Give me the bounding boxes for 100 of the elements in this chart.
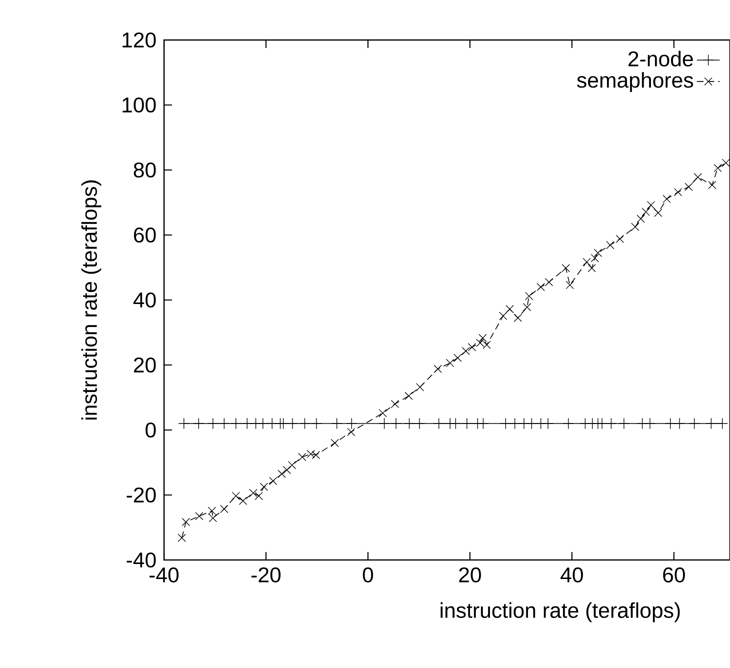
y-tick-label: -40 bbox=[126, 552, 156, 568]
point bbox=[220, 504, 228, 514]
point bbox=[254, 492, 263, 500]
point bbox=[390, 418, 402, 430]
point bbox=[278, 470, 286, 478]
point bbox=[514, 314, 522, 322]
point bbox=[722, 158, 730, 167]
point bbox=[208, 506, 216, 516]
point bbox=[536, 282, 545, 292]
point bbox=[509, 418, 520, 430]
point bbox=[378, 408, 387, 418]
point bbox=[182, 518, 190, 526]
point bbox=[434, 364, 442, 373]
point bbox=[278, 418, 289, 430]
point bbox=[618, 418, 630, 430]
point bbox=[260, 482, 268, 491]
x-tick-label: 0 bbox=[362, 567, 374, 582]
y-tick-label: 100 bbox=[122, 97, 156, 113]
point bbox=[594, 248, 602, 257]
point bbox=[646, 200, 656, 210]
point bbox=[286, 418, 298, 430]
point bbox=[310, 418, 322, 430]
point bbox=[524, 292, 534, 300]
point bbox=[462, 346, 470, 356]
y-tick-label: 20 bbox=[134, 357, 156, 373]
y-axis-title: instruction rate (teraflops) bbox=[81, 180, 102, 420]
y-tick-label: 0 bbox=[146, 422, 156, 438]
point bbox=[498, 312, 508, 320]
point bbox=[288, 460, 296, 470]
point bbox=[454, 354, 462, 362]
point bbox=[468, 343, 476, 352]
point bbox=[588, 264, 596, 272]
point bbox=[232, 492, 240, 500]
point bbox=[208, 514, 218, 522]
point bbox=[330, 438, 339, 448]
point bbox=[230, 418, 242, 430]
point bbox=[714, 164, 722, 172]
point bbox=[269, 476, 278, 486]
point bbox=[642, 208, 650, 216]
point bbox=[195, 512, 204, 520]
point bbox=[631, 222, 640, 231]
point bbox=[298, 452, 306, 462]
point bbox=[404, 392, 413, 400]
point bbox=[404, 418, 415, 430]
point bbox=[526, 418, 538, 430]
point bbox=[238, 496, 248, 505]
point bbox=[606, 240, 614, 250]
point bbox=[218, 418, 230, 430]
point bbox=[562, 264, 570, 272]
point bbox=[664, 418, 676, 430]
point bbox=[347, 428, 356, 436]
point bbox=[193, 418, 204, 430]
point bbox=[450, 418, 462, 430]
point bbox=[566, 280, 574, 290]
point bbox=[544, 278, 554, 286]
point bbox=[562, 418, 574, 430]
point bbox=[522, 303, 532, 312]
point bbox=[299, 418, 310, 430]
point bbox=[674, 418, 686, 430]
y-tick-label: 120 bbox=[122, 32, 156, 48]
point bbox=[582, 258, 591, 266]
point bbox=[461, 418, 473, 430]
point bbox=[178, 418, 190, 430]
legend-label: 2-node bbox=[628, 50, 693, 66]
point bbox=[266, 418, 278, 430]
point bbox=[390, 400, 400, 408]
point bbox=[249, 488, 258, 498]
x-tick-label: 40 bbox=[560, 567, 583, 582]
x-tick-label: -20 bbox=[252, 567, 281, 582]
point bbox=[542, 418, 554, 430]
point bbox=[662, 194, 671, 204]
point bbox=[241, 418, 253, 430]
y-tick-label: 60 bbox=[134, 227, 156, 243]
point bbox=[674, 188, 682, 196]
point bbox=[282, 466, 291, 474]
point bbox=[433, 418, 445, 430]
point bbox=[416, 382, 424, 392]
point bbox=[705, 418, 717, 430]
point bbox=[616, 234, 624, 243]
point bbox=[716, 418, 728, 430]
point bbox=[606, 418, 617, 430]
point bbox=[478, 418, 489, 430]
x-tick-label: 60 bbox=[663, 567, 685, 582]
point bbox=[636, 214, 645, 223]
point bbox=[414, 418, 426, 430]
point bbox=[688, 418, 700, 430]
point bbox=[178, 534, 186, 542]
x-tick-label: 20 bbox=[459, 567, 481, 582]
point bbox=[590, 254, 599, 262]
point bbox=[708, 180, 716, 190]
point bbox=[478, 334, 487, 342]
point bbox=[500, 418, 512, 430]
point bbox=[346, 418, 358, 430]
legend-label: semaphores bbox=[577, 72, 694, 92]
point bbox=[446, 358, 454, 368]
point bbox=[506, 304, 514, 314]
point bbox=[654, 208, 662, 218]
y-tick-label: 40 bbox=[133, 292, 156, 308]
point bbox=[684, 182, 693, 191]
x-tick-label: -40 bbox=[150, 567, 179, 582]
